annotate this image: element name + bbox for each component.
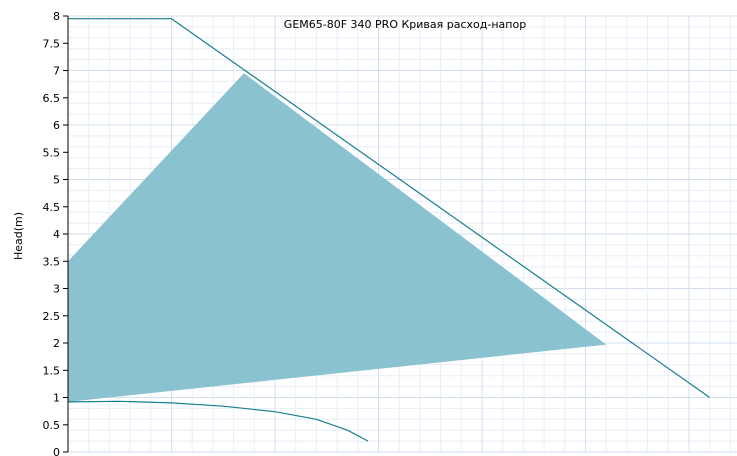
y-tick-label: 2	[53, 337, 60, 350]
y-axis-title: Head(m)	[12, 212, 25, 260]
series-line-min-curve	[67, 400, 369, 442]
series-line-max-curve	[68, 18, 711, 398]
y-tick-label: 4.5	[43, 201, 61, 214]
y-tick-label: 6.5	[43, 92, 61, 105]
y-tick-label: 5.5	[43, 146, 61, 159]
y-tick-label: 7.5	[43, 37, 61, 50]
y-tick-label: 8	[53, 10, 60, 23]
y-tick-label: 0.5	[43, 419, 61, 432]
y-tick-label: 2.5	[43, 310, 61, 323]
chart-title: GEM65-80F 340 PRO Кривая расход-напор	[284, 18, 526, 31]
y-tick-label: 3.5	[43, 255, 61, 268]
y-tick-label: 5	[53, 174, 60, 187]
y-tick-label: 3	[53, 283, 60, 296]
operating-area	[68, 73, 607, 402]
y-tick-label: 1.5	[43, 364, 61, 377]
y-tick-label: 6	[53, 119, 60, 132]
series-group	[67, 18, 711, 442]
y-tick-label: 0	[53, 446, 60, 456]
y-tick-label: 1	[53, 392, 60, 405]
y-axis-ticks: 0 0.5 1 1.5 2 2.5 3 3.5 4 4.5 5 5.5 6 6.5 7 7.5 8	[43, 10, 68, 456]
y-tick-label: 4	[53, 228, 60, 241]
y-tick-label: 7	[53, 65, 60, 78]
